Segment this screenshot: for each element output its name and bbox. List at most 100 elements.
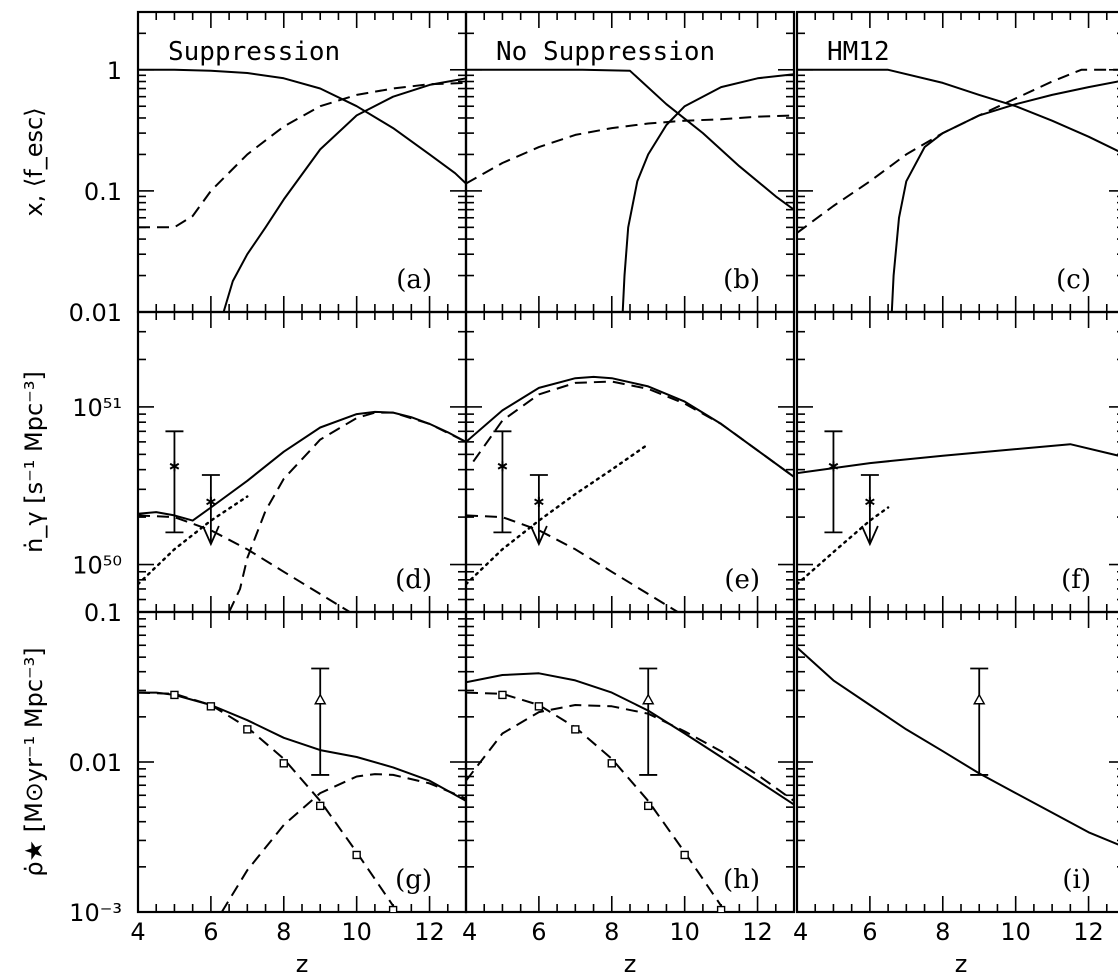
square-marker bbox=[680, 850, 689, 860]
panel-g: (g) bbox=[136, 610, 468, 914]
series-solid-1 bbox=[466, 672, 794, 806]
x-tick-label: 12 bbox=[742, 918, 773, 946]
square-marker bbox=[352, 850, 361, 860]
series-dashed-2 bbox=[466, 691, 727, 912]
square-marker bbox=[716, 905, 726, 912]
y-tick-label: 10⁵⁰ bbox=[72, 552, 122, 580]
x-axis-label: z bbox=[296, 950, 309, 972]
square-marker bbox=[279, 759, 288, 768]
x-tick-label: 6 bbox=[862, 918, 877, 946]
square-marker bbox=[388, 905, 398, 912]
x-tick-label: 6 bbox=[531, 918, 546, 946]
panel-tag: (f) bbox=[1061, 565, 1091, 595]
series-solid-2 bbox=[222, 77, 466, 312]
square-marker bbox=[316, 801, 325, 811]
y-tick-label: 0.01 bbox=[69, 749, 122, 777]
panel-tag: (c) bbox=[1056, 265, 1091, 295]
upper-limit-arrow bbox=[202, 525, 220, 547]
series-solid-1 bbox=[138, 691, 466, 802]
panel-tag: (e) bbox=[724, 565, 760, 595]
square-marker bbox=[534, 702, 544, 711]
x-tick-label: 12 bbox=[1073, 918, 1104, 946]
panel-c: HM12 (c) bbox=[795, 10, 1118, 314]
series-group bbox=[797, 68, 1118, 312]
panel-h: (h) bbox=[464, 610, 796, 914]
asterisk-marker bbox=[865, 496, 875, 507]
triangle-marker bbox=[973, 693, 986, 705]
series-dashed-2 bbox=[138, 514, 352, 612]
panel-f: (f) bbox=[795, 310, 1118, 614]
series-dotted-2 bbox=[797, 506, 890, 586]
y-tick-label: 10⁵¹ bbox=[72, 394, 122, 422]
y-tick-label: 10⁻³ bbox=[69, 899, 122, 927]
panel-b: No Suppression (b) bbox=[464, 10, 796, 314]
x-axis-label: z bbox=[624, 950, 637, 972]
panel-a: Suppression (a) bbox=[136, 10, 468, 314]
series-group bbox=[138, 667, 466, 912]
series-solid-1 bbox=[138, 68, 466, 185]
series-solid-1 bbox=[797, 68, 1118, 153]
panel-tag: (h) bbox=[723, 865, 760, 895]
series-group bbox=[797, 646, 1118, 846]
panel-title: Suppression bbox=[168, 37, 340, 67]
series-group bbox=[466, 375, 794, 612]
asterisk-marker bbox=[534, 496, 544, 507]
series-dashed-3 bbox=[466, 704, 794, 802]
panel-title: No Suppression bbox=[496, 37, 715, 67]
panel-i: (i) bbox=[795, 610, 1118, 914]
x-tick-label: 4 bbox=[462, 918, 477, 946]
series-dotted-4 bbox=[466, 443, 650, 586]
y-axis-label: ṅ_γ [s⁻¹ Mpc⁻³] bbox=[20, 371, 48, 553]
series-group bbox=[466, 68, 794, 312]
asterisk-marker bbox=[497, 461, 508, 472]
x-tick-label: 10 bbox=[1000, 918, 1031, 946]
panel-d: (d) bbox=[136, 310, 468, 614]
asterisk-marker bbox=[828, 461, 839, 472]
y-axis-label: ρ̇★ [M⊙yr⁻¹ Mpc⁻³] bbox=[20, 647, 48, 876]
triangle-marker bbox=[642, 693, 655, 705]
series-dotted-4 bbox=[138, 495, 249, 586]
panel-tag: (g) bbox=[395, 865, 432, 895]
series-group bbox=[138, 68, 466, 312]
series-dashed-3 bbox=[228, 411, 466, 612]
series-dashed-3 bbox=[220, 773, 466, 912]
asterisk-marker bbox=[169, 461, 180, 472]
series-solid-1 bbox=[797, 443, 1118, 475]
square-marker bbox=[243, 725, 252, 734]
panel-tag: (d) bbox=[395, 565, 432, 595]
series-dashed-3 bbox=[138, 81, 466, 229]
series-dashed-2 bbox=[472, 380, 794, 478]
series-solid-1 bbox=[466, 375, 794, 478]
y-tick-label: 0.1 bbox=[84, 178, 122, 206]
x-tick-label: 8 bbox=[604, 918, 619, 946]
y-tick-label: 0.01 bbox=[69, 299, 122, 327]
series-solid-1 bbox=[138, 410, 466, 522]
asterisk-marker bbox=[206, 496, 216, 507]
square-marker bbox=[498, 690, 507, 700]
x-tick-label: 10 bbox=[341, 918, 372, 946]
square-marker bbox=[607, 759, 616, 768]
series-solid-1 bbox=[466, 68, 794, 211]
series-solid-1 bbox=[797, 646, 1118, 846]
series-group bbox=[138, 410, 466, 612]
panel-tag: (b) bbox=[723, 265, 760, 295]
series-dashed-2 bbox=[138, 691, 399, 912]
series-group bbox=[466, 667, 794, 912]
upper-limit-arrow bbox=[530, 525, 548, 547]
x-tick-label: 8 bbox=[276, 918, 291, 946]
y-tick-label: 0.1 bbox=[84, 599, 122, 627]
series-dashed-3 bbox=[466, 514, 680, 612]
x-tick-label: 6 bbox=[203, 918, 218, 946]
series-dashed-3 bbox=[797, 68, 1118, 234]
x-tick-label: 10 bbox=[669, 918, 700, 946]
square-marker bbox=[206, 702, 216, 711]
y-axis-label: x, ⟨f_esc⟩ bbox=[20, 107, 48, 216]
y-tick-label: 1 bbox=[107, 57, 122, 85]
panel-tag: (a) bbox=[396, 265, 432, 295]
triangle-marker bbox=[314, 693, 327, 705]
upper-limit-arrow bbox=[861, 525, 879, 547]
x-tick-label: 4 bbox=[130, 918, 145, 946]
square-marker bbox=[571, 725, 580, 734]
series-group bbox=[797, 430, 1118, 586]
